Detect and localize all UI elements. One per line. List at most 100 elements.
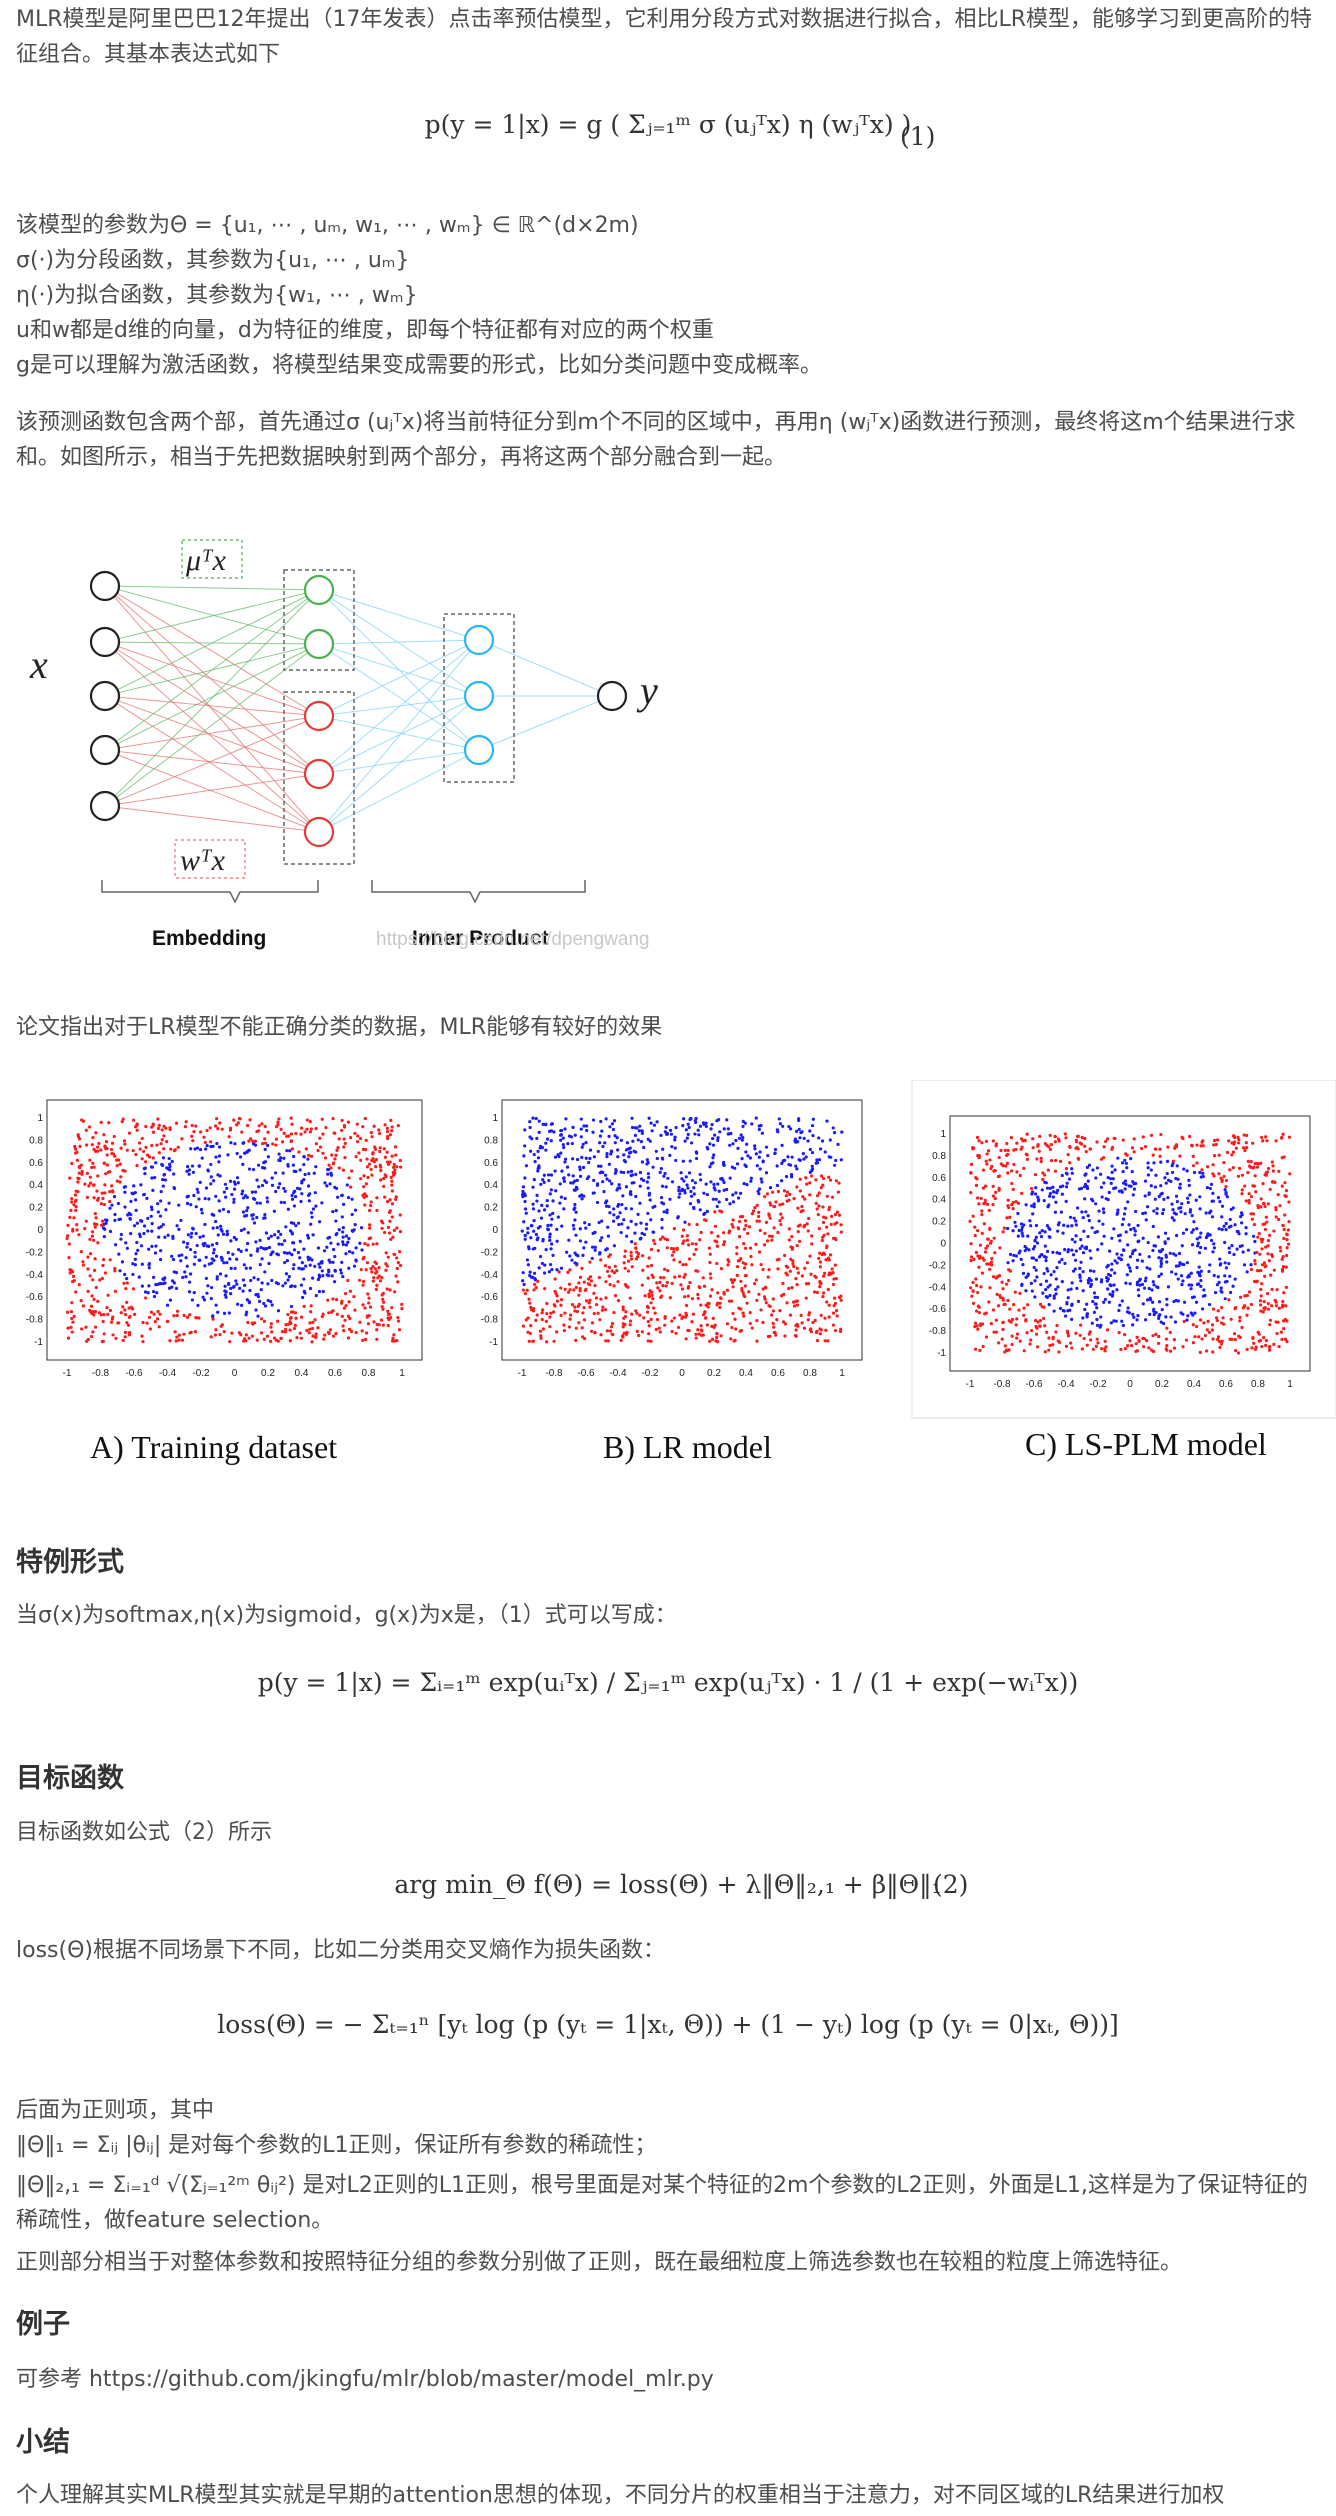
scatter-point bbox=[280, 1140, 285, 1144]
scatter-point bbox=[1258, 1299, 1263, 1303]
scatter-point bbox=[634, 1172, 638, 1176]
scatter-point bbox=[770, 1234, 774, 1238]
scatter-point bbox=[1151, 1334, 1155, 1338]
scatter-point bbox=[713, 1224, 718, 1228]
scatter-point bbox=[1212, 1138, 1217, 1143]
scatter-point bbox=[148, 1327, 152, 1331]
scatter-point bbox=[1264, 1245, 1268, 1249]
scatter-point bbox=[388, 1198, 392, 1202]
scatter-point bbox=[335, 1312, 339, 1316]
scatter-point bbox=[390, 1154, 394, 1158]
scatter-point bbox=[260, 1281, 264, 1285]
scatter-point bbox=[796, 1271, 800, 1275]
scatter-point bbox=[334, 1331, 338, 1336]
x-tick-label: -0.2 bbox=[641, 1368, 659, 1379]
scatter-point bbox=[1200, 1337, 1204, 1341]
scatter-point bbox=[521, 1279, 525, 1283]
y-tick-label: 0.2 bbox=[29, 1203, 43, 1214]
scatter-point bbox=[1214, 1142, 1218, 1147]
scatter-point bbox=[659, 1133, 663, 1137]
scatter-point bbox=[831, 1126, 835, 1130]
scatter-point bbox=[162, 1124, 166, 1128]
scatter-point bbox=[681, 1241, 685, 1246]
scatter-point bbox=[578, 1227, 582, 1231]
scatter-point bbox=[787, 1227, 791, 1231]
scatter-point bbox=[263, 1137, 267, 1141]
scatter-point bbox=[75, 1158, 79, 1162]
scatter-point bbox=[1105, 1328, 1110, 1332]
scatter-point bbox=[1261, 1237, 1265, 1241]
scatter-point bbox=[750, 1326, 754, 1330]
scatter-point bbox=[1198, 1350, 1202, 1354]
scatter-point bbox=[732, 1278, 737, 1282]
scatter-point bbox=[349, 1185, 353, 1189]
scatter-point bbox=[270, 1176, 274, 1180]
scatter-point bbox=[364, 1182, 368, 1186]
scatter-point bbox=[228, 1179, 233, 1183]
scatter-point bbox=[314, 1126, 318, 1131]
scatter-point bbox=[616, 1299, 621, 1303]
scatter-point bbox=[1240, 1188, 1244, 1192]
scatter-point bbox=[321, 1151, 325, 1155]
scatter-point bbox=[702, 1284, 707, 1288]
scatter-point bbox=[825, 1119, 829, 1123]
scatter-point bbox=[134, 1198, 138, 1202]
scatter-point bbox=[1123, 1179, 1128, 1183]
scatter-point bbox=[1029, 1186, 1034, 1191]
scatter-point bbox=[727, 1259, 731, 1264]
scatter-point bbox=[687, 1257, 692, 1261]
scatter-point bbox=[179, 1218, 183, 1223]
scatter-point bbox=[1085, 1184, 1089, 1189]
scatter-point bbox=[1045, 1224, 1049, 1228]
scatter-point bbox=[328, 1182, 332, 1186]
scatter-point bbox=[168, 1126, 172, 1130]
scatter-point bbox=[807, 1216, 811, 1221]
scatter-point bbox=[344, 1304, 348, 1308]
scatter-point bbox=[530, 1137, 534, 1141]
scatter-point bbox=[582, 1280, 586, 1284]
scatter-point bbox=[588, 1156, 592, 1161]
scatter-point bbox=[288, 1149, 292, 1153]
scatter-point bbox=[66, 1336, 71, 1340]
scatter-point bbox=[986, 1237, 990, 1241]
y-tick-label: -0.6 bbox=[929, 1304, 947, 1315]
scatter-point bbox=[71, 1274, 76, 1279]
scatter-point bbox=[246, 1149, 250, 1153]
scatter-point bbox=[524, 1211, 528, 1215]
scatter-point bbox=[70, 1200, 74, 1204]
scatter-point bbox=[715, 1261, 719, 1266]
scatter-point bbox=[269, 1339, 273, 1343]
scatter-point bbox=[808, 1129, 812, 1133]
scatter-point bbox=[1132, 1226, 1136, 1230]
scatter-point bbox=[1182, 1319, 1186, 1324]
scatter-point bbox=[1144, 1218, 1148, 1222]
scatter-point bbox=[279, 1336, 283, 1340]
scatter-point bbox=[335, 1148, 339, 1152]
scatter-point bbox=[192, 1193, 196, 1198]
scatter-point bbox=[1164, 1253, 1168, 1257]
scatter-point bbox=[1170, 1216, 1174, 1220]
scatter-point bbox=[342, 1202, 346, 1206]
scatter-point bbox=[313, 1264, 317, 1268]
scatter-point bbox=[532, 1282, 537, 1287]
scatter-point bbox=[974, 1175, 978, 1180]
scatter-point bbox=[222, 1330, 226, 1334]
scatter-point bbox=[263, 1147, 267, 1151]
scatter-point bbox=[227, 1281, 231, 1286]
scatter-point bbox=[1157, 1256, 1161, 1260]
scatter-point bbox=[649, 1301, 653, 1305]
scatter-point bbox=[1135, 1283, 1139, 1287]
scatter-point bbox=[256, 1314, 260, 1318]
scatter-point bbox=[392, 1333, 396, 1337]
scatter-point bbox=[377, 1131, 382, 1136]
scatter-point bbox=[139, 1244, 144, 1248]
scatter-point bbox=[688, 1159, 692, 1163]
scatter-point bbox=[715, 1335, 719, 1340]
scatter-point bbox=[1191, 1164, 1196, 1168]
scatter-point bbox=[538, 1146, 542, 1150]
scatter-point bbox=[277, 1242, 281, 1246]
input-node bbox=[89, 570, 121, 602]
scatter-point bbox=[1045, 1186, 1050, 1190]
green-node bbox=[303, 574, 335, 606]
scatter-point bbox=[803, 1266, 807, 1270]
